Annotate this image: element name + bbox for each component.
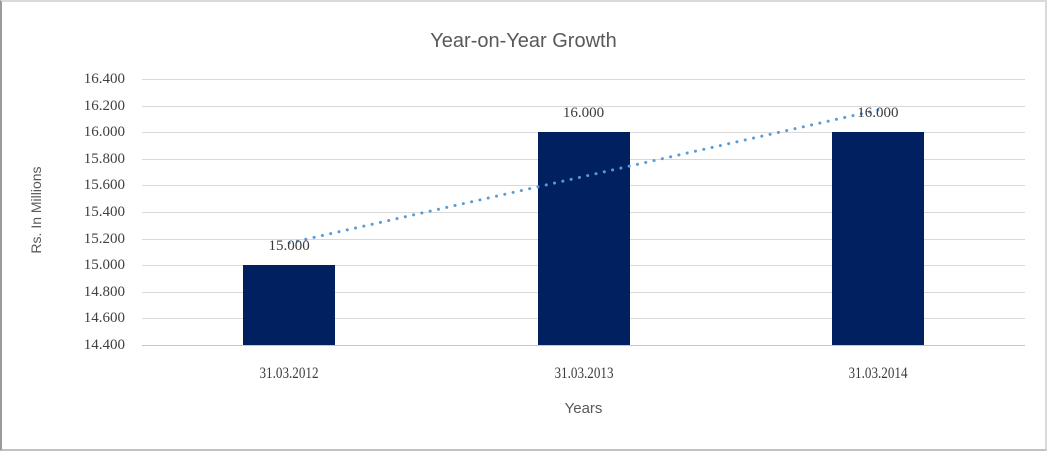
y-tick-label: 16.000 (83, 124, 125, 141)
x-tick-label-text: 31.03.2012 (259, 365, 319, 382)
x-tick-label: 31.03.2013 (494, 364, 674, 384)
y-tick-label: 15.800 (83, 150, 125, 167)
y-tick-label: 15.600 (83, 177, 125, 194)
x-tick-label: 31.03.2014 (788, 364, 968, 384)
chart-title: Year-on-Year Growth (430, 30, 617, 52)
y-tick-label: 16.200 (83, 97, 125, 114)
x-axis-line (142, 345, 1025, 346)
data-label: 16.000 (562, 105, 605, 122)
bar-31.03.2012 (243, 265, 336, 345)
data-label: 16.000 (857, 105, 899, 122)
gridline (142, 105, 1025, 107)
y-tick-label: 14.400 (83, 337, 125, 353)
bar-31.03.2013 (537, 132, 630, 345)
x-tick-label-text: 31.03.2014 (848, 365, 908, 382)
data-label: 15.000 (268, 238, 310, 255)
y-tick-label: 15.000 (83, 257, 125, 274)
trendline (287, 108, 880, 245)
plot-area (142, 79, 1025, 346)
y-tick-label: 15.400 (83, 204, 125, 220)
x-tick-label: 31.03.2012 (199, 364, 379, 384)
x-tick-label-text: 31.03.2013 (553, 365, 614, 382)
x-axis-title: Years (564, 400, 603, 417)
trendline-path (287, 108, 880, 245)
bar-31.03.2014 (831, 132, 924, 345)
y-tick-label: 14.800 (83, 283, 125, 300)
y-tick-label: 15.200 (83, 230, 125, 247)
gridline (142, 79, 1025, 80)
y-tick-label: 14.600 (83, 310, 125, 327)
y-tick-label: 16.400 (83, 71, 125, 87)
